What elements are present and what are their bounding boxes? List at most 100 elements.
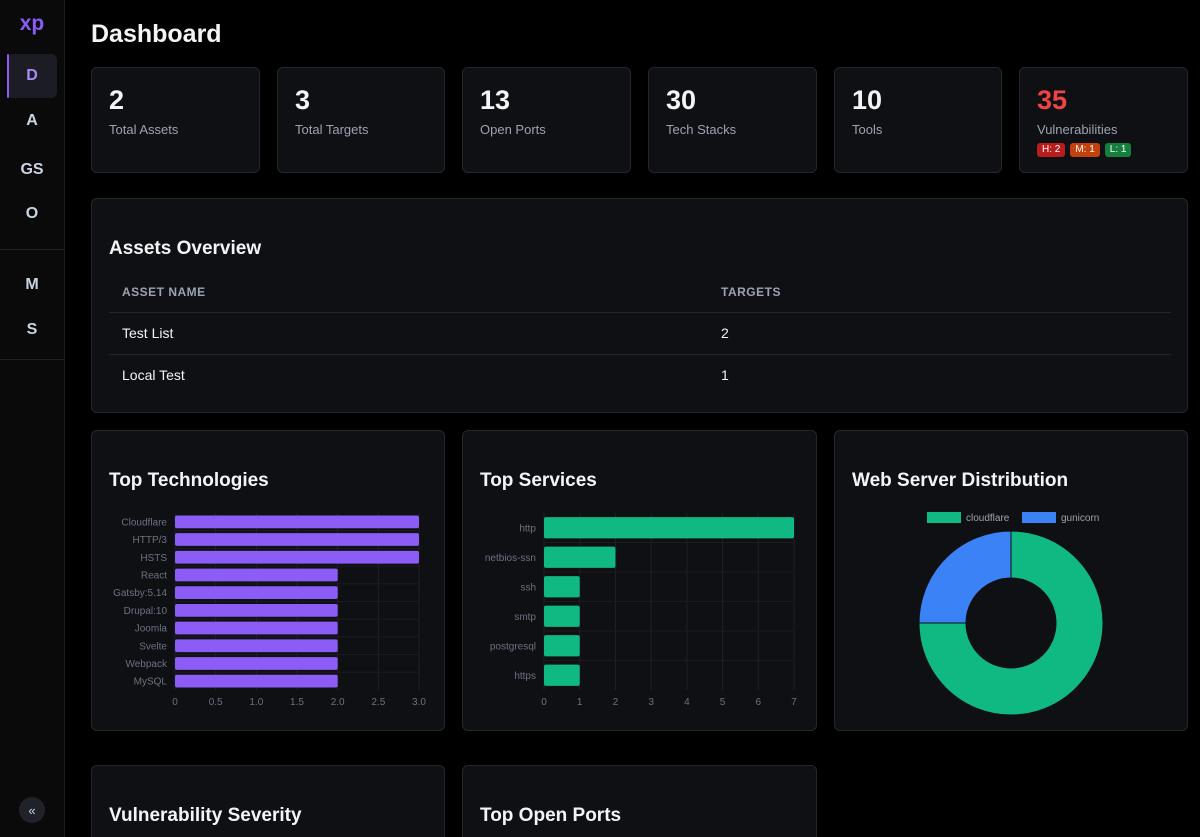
severity-badge-high: H: 2: [1037, 143, 1066, 157]
category-label: React: [141, 570, 167, 581]
stat-label: Tools: [852, 122, 883, 137]
asset-targets-cell: 2: [708, 312, 1171, 355]
table-row[interactable]: Local Test 1: [109, 354, 1171, 396]
category-label: Svelte: [139, 641, 167, 652]
stat-card-vulnerabilities[interactable]: 35 Vulnerabilities H: 2 M: 1 L: 1: [1019, 67, 1188, 173]
vulnerability-severity-card: Vulnerability Severity: [91, 765, 445, 837]
bar: [175, 621, 338, 635]
nav-m[interactable]: M: [25, 276, 39, 293]
stat-card-total-targets[interactable]: 3 Total Targets: [277, 67, 445, 173]
category-label: smtp: [514, 612, 536, 623]
category-label: postgresql: [490, 641, 536, 652]
x-tick-label: 0: [172, 697, 178, 708]
category-label: Joomla: [135, 624, 168, 635]
category-label: Gatsby:5.14: [113, 588, 167, 599]
x-tick-label: 1.5: [290, 697, 304, 708]
bar: [175, 674, 338, 688]
x-tick-label: 3: [648, 697, 654, 708]
section-title: Top Technologies: [109, 470, 269, 491]
stat-card-tech-stacks[interactable]: 30 Tech Stacks: [648, 67, 817, 173]
x-tick-label: 7: [791, 697, 797, 708]
category-label: HSTS: [140, 553, 167, 564]
x-tick-label: 3.0: [412, 697, 426, 708]
collapse-sidebar-button[interactable]: «: [19, 797, 45, 823]
category-label: netbios-ssn: [485, 553, 536, 564]
category-label: https: [514, 671, 536, 682]
nav-assets[interactable]: A: [26, 112, 38, 129]
stat-label: Total Assets: [109, 122, 179, 137]
column-header-asset-name[interactable]: ASSET NAME: [109, 272, 708, 313]
bar: [544, 605, 580, 627]
top-services-card: Top Services 0 1 2 3 4 5 6 7 http netbios-ssn ssh s…: [462, 430, 817, 731]
table-row[interactable]: Test List 2: [109, 312, 1171, 355]
x-tick-label: 2.0: [331, 697, 345, 708]
top-services-chart: 0 1 2 3 4 5 6 7 http netbios-ssn ssh smtp postgresql…: [485, 513, 797, 708]
assets-overview-card: Assets Overview ASSET NAME TARGETS Test …: [91, 198, 1188, 413]
column-header-targets[interactable]: TARGETS: [708, 272, 1171, 313]
legend-label: gunicorn: [1061, 513, 1099, 524]
stat-value: 35: [1037, 85, 1068, 115]
bar: [544, 576, 580, 598]
top-technologies-chart: 0 0.5 1.0 1.5 2.0 2.5 3.0 Cloudflare HTTP/3 HSTS R…: [113, 513, 426, 708]
x-tick-label: 2: [613, 697, 619, 708]
sidebar: xp D A GS O M S «: [0, 0, 65, 837]
nav-gs[interactable]: GS: [20, 161, 44, 178]
category-label: ssh: [520, 582, 536, 593]
top-open-ports-card: Top Open Ports: [462, 765, 817, 837]
category-label: MySQL: [134, 677, 168, 688]
x-tick-label: 2.5: [371, 697, 385, 708]
legend-label: cloudflare: [966, 513, 1010, 524]
bar: [175, 657, 338, 670]
app-logo[interactable]: xp: [19, 12, 45, 35]
doughnut-slice: [918, 530, 1012, 624]
table-header-row: ASSET NAME TARGETS: [109, 272, 1171, 313]
stat-label: Open Ports: [480, 122, 546, 137]
stat-card-tools[interactable]: 10 Tools: [834, 67, 1002, 173]
bar: [544, 635, 580, 657]
bar: [175, 533, 419, 546]
stat-label: Total Targets: [295, 122, 369, 137]
stat-card-open-ports[interactable]: 13 Open Ports: [462, 67, 631, 173]
section-title: Vulnerability Severity: [109, 805, 302, 826]
bar: [544, 664, 580, 686]
bar: [175, 603, 338, 617]
stat-value: 3: [295, 85, 311, 115]
asset-name-cell[interactable]: Test List: [109, 312, 708, 355]
bar: [175, 515, 419, 529]
nav-s[interactable]: S: [26, 321, 38, 338]
legend-swatch: [1022, 512, 1056, 523]
category-label: Cloudflare: [121, 517, 167, 528]
x-tick-label: 0.5: [209, 697, 223, 708]
page-title: Dashboard: [91, 20, 222, 48]
sidebar-divider: [0, 359, 64, 360]
assets-table: ASSET NAME TARGETS Test List 2 Local Tes…: [109, 272, 1171, 396]
bar: [175, 568, 338, 582]
category-label: http: [519, 523, 536, 534]
legend-swatch: [927, 512, 961, 523]
asset-name-cell[interactable]: Local Test: [122, 367, 185, 384]
stat-value: 13: [480, 85, 511, 115]
severity-badges: H: 2 M: 1 L: 1: [1037, 143, 1132, 157]
sidebar-divider: [0, 249, 64, 250]
section-title: Web Server Distribution: [852, 470, 1069, 491]
category-label: Drupal:10: [124, 606, 168, 617]
bar: [544, 517, 794, 539]
x-tick-label: 4: [684, 697, 690, 708]
bar: [544, 546, 616, 568]
category-label: Webpack: [125, 659, 168, 670]
x-tick-label: 1: [577, 697, 583, 708]
asset-targets-cell: 1: [721, 367, 729, 384]
bar: [175, 639, 338, 653]
category-label: HTTP/3: [133, 535, 168, 546]
doughnut-slice: [918, 530, 1104, 716]
stat-card-total-assets[interactable]: 2 Total Assets: [91, 67, 260, 173]
section-title: Top Open Ports: [480, 805, 622, 826]
x-tick-label: 0: [541, 697, 547, 708]
nav-o[interactable]: O: [25, 205, 39, 222]
nav-dashboard[interactable]: D: [7, 54, 57, 98]
bar: [175, 550, 419, 564]
top-technologies-card: Top Technologies 0 0.5 1.0 1.5 2.0 2.5 3.0 Clou…: [91, 430, 445, 731]
section-title: Top Services: [480, 470, 597, 491]
x-tick-label: 6: [756, 697, 762, 708]
x-tick-label: 5: [720, 697, 726, 708]
